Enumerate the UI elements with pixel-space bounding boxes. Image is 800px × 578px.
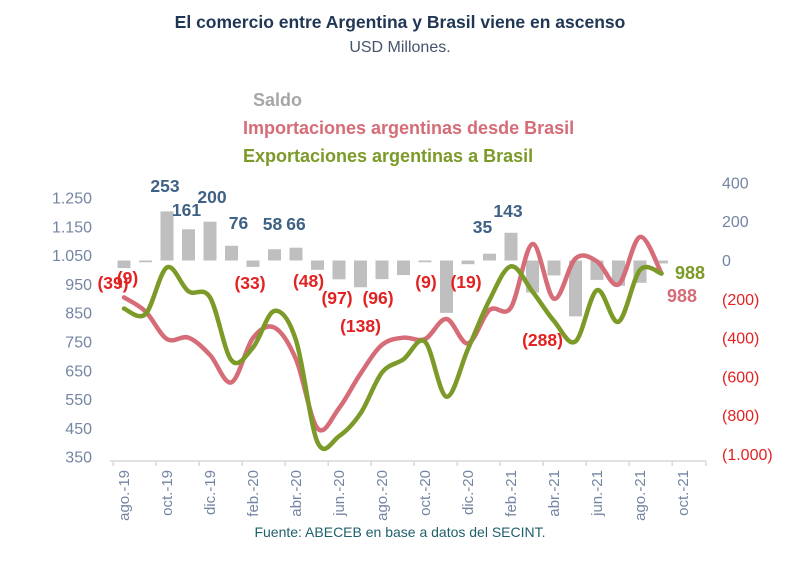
saldo-bar xyxy=(569,260,582,317)
left-axis-tick-label: 950 xyxy=(65,277,92,294)
x-tick-label: jun.-21 xyxy=(589,470,606,517)
saldo-bar-label: (96) xyxy=(362,288,393,308)
saldo-bar xyxy=(203,221,217,261)
saldo-bar-label: 253 xyxy=(150,176,179,196)
legend: Saldo Importaciones argentinas desde Bra… xyxy=(243,86,574,170)
left-axis-tick-label: 650 xyxy=(65,363,92,380)
saldo-bar-label: (33) xyxy=(234,273,265,293)
left-axis-tick-label: 350 xyxy=(65,450,92,467)
saldo-bar xyxy=(160,211,174,261)
x-tick-label: jun.-20 xyxy=(331,470,348,517)
saldo-bar-label: 143 xyxy=(493,201,522,221)
right-axis-tick-label: (400) xyxy=(722,331,759,348)
saldo-bar xyxy=(440,260,453,313)
right-axis-tick-label: 0 xyxy=(722,253,731,270)
x-tick-label: ago.-20 xyxy=(374,470,391,521)
x-tick-label: ago.-19 xyxy=(116,470,133,521)
saldo-bar-label: 58 xyxy=(263,214,283,234)
legend-item-importaciones: Importaciones argentinas desde Brasil xyxy=(243,118,575,138)
right-axis-labels: 400 200 0 (200) (400) (600) (800) (1.000) xyxy=(722,175,773,464)
saldo-bar-label: (39) xyxy=(97,273,128,293)
x-tick-labels-group: ago.-19 oct.-19 dic.-19 feb.-20 abr.-20 jun.-… xyxy=(116,470,692,521)
right-axis-tick-label: (800) xyxy=(722,408,759,425)
saldo-bar xyxy=(182,229,195,261)
saldo-bar-label: 161 xyxy=(172,200,201,220)
left-axis-tick-label: 1.150 xyxy=(52,219,92,236)
line-series-group xyxy=(121,234,664,451)
legend-item-exportaciones: Exportaciones argentinas a Brasil xyxy=(243,146,534,166)
left-axis-labels: 1.250 1.150 1.050 950 850 750 650 550 450 350 xyxy=(52,191,92,467)
saldo-bars-group xyxy=(117,211,668,317)
left-axis-tick-label: 850 xyxy=(65,306,92,323)
saldo-bar xyxy=(397,260,410,276)
x-axis xyxy=(110,460,707,466)
x-tick-label: oct.-20 xyxy=(417,470,434,516)
saldo-bar xyxy=(225,245,238,261)
saldo-bar xyxy=(268,249,281,261)
saldo-bar-label: (138) xyxy=(340,316,381,336)
saldo-bar xyxy=(418,260,432,263)
saldo-bar-label: (19) xyxy=(450,272,481,292)
saldo-bar xyxy=(504,232,518,261)
saldo-bar xyxy=(547,260,561,276)
saldo-bar xyxy=(139,260,152,263)
saldo-bar xyxy=(332,260,346,280)
saldo-bar xyxy=(461,260,475,265)
saldo-bar-label: (288) xyxy=(522,330,563,350)
x-tick-label: abr.-21 xyxy=(546,470,563,517)
chart-title: El comercio entre Argentina y Brasil vie… xyxy=(174,12,626,32)
x-tick-label: abr.-20 xyxy=(288,470,305,517)
right-axis-tick-label: 400 xyxy=(722,175,749,192)
x-tick-label: dic.-19 xyxy=(202,470,219,515)
saldo-bar xyxy=(246,260,260,267)
saldo-bar xyxy=(655,260,668,264)
left-axis-tick-label: 1.250 xyxy=(52,191,92,208)
saldo-bar xyxy=(289,247,303,261)
importaciones-line xyxy=(121,234,664,433)
left-axis-tick-label: 450 xyxy=(65,421,92,438)
right-axis-tick-label: 200 xyxy=(722,214,749,231)
x-tick-label: feb.-21 xyxy=(503,470,520,517)
saldo-bar xyxy=(117,260,131,269)
saldo-bar xyxy=(354,260,367,288)
saldo-bar-label: 35 xyxy=(473,217,493,237)
legend-item-saldo: Saldo xyxy=(253,90,303,110)
saldo-bar-label: 66 xyxy=(286,214,306,234)
right-axis-tick-label: (600) xyxy=(722,369,759,386)
right-axis-tick-label: (1.000) xyxy=(722,447,773,464)
x-tick-label: oct.-21 xyxy=(675,470,692,516)
source-note: Fuente: ABECEB en base a datos del SECIN… xyxy=(254,524,546,540)
exportaciones-line xyxy=(121,264,664,451)
left-axis-tick-label: 750 xyxy=(65,335,92,352)
x-tick-label: feb.-20 xyxy=(245,470,262,517)
x-tick-label: dic.-20 xyxy=(460,470,477,515)
x-tick-label: ago.-21 xyxy=(632,470,649,521)
saldo-bar-label: (48) xyxy=(293,271,324,291)
saldo-bar xyxy=(311,260,324,270)
right-axis-tick-label: (200) xyxy=(722,292,759,309)
saldo-bar xyxy=(375,260,389,280)
saldo-bar-label: (9) xyxy=(415,272,436,292)
series-end-label: 988 xyxy=(667,286,697,306)
saldo-bar xyxy=(483,253,496,261)
left-axis-tick-label: 550 xyxy=(65,392,92,409)
left-axis-tick-label: 1.050 xyxy=(52,248,92,265)
saldo-bar-label: 200 xyxy=(197,187,226,207)
series-end-label: 988 xyxy=(675,263,705,283)
x-tick-label: oct.-19 xyxy=(159,470,176,516)
chart-subtitle: USD Millones. xyxy=(349,39,451,56)
saldo-bar-label: (97) xyxy=(321,288,352,308)
saldo-bar-label: 76 xyxy=(229,213,249,233)
saldo-bar-label: (9) xyxy=(117,268,138,288)
